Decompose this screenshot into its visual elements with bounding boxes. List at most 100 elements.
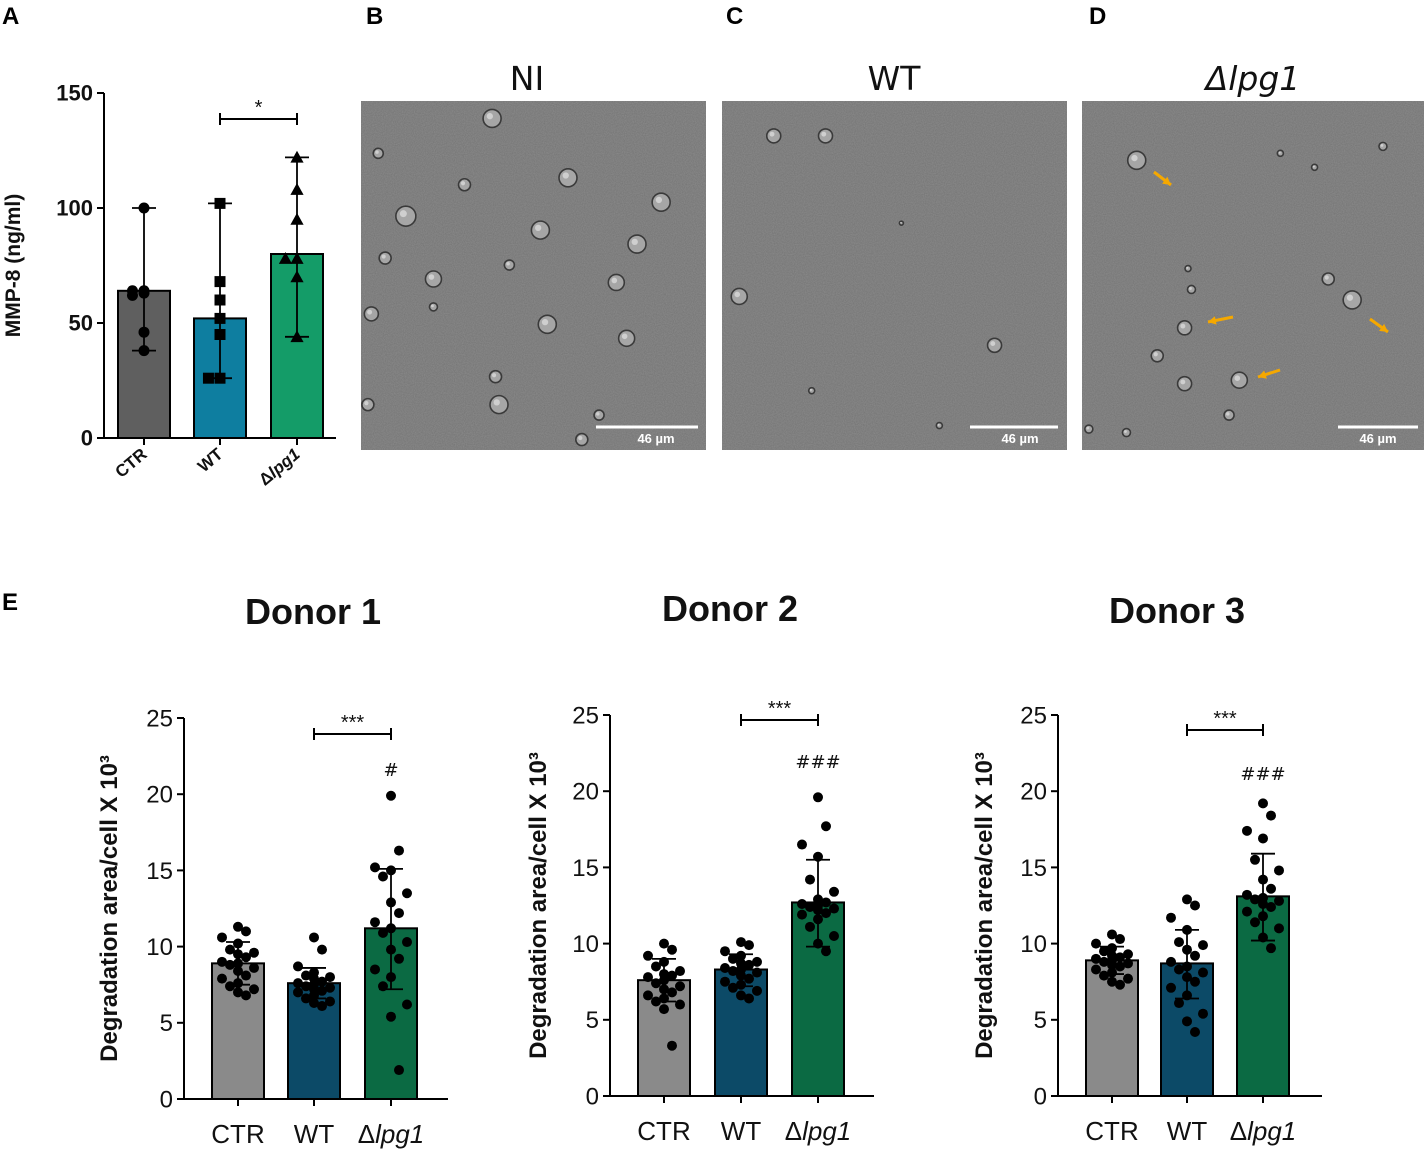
cell [1223, 409, 1235, 421]
data-point [752, 956, 762, 967]
cell-body [372, 147, 385, 160]
annotation-label: # [383, 760, 398, 781]
data-point [667, 970, 677, 981]
error-bar-3 [806, 858, 830, 948]
arrow-icon [1207, 315, 1234, 325]
data-point [1107, 929, 1117, 940]
y-tick-label: 10 [146, 934, 173, 961]
arrow-head [1162, 176, 1171, 185]
arrow-head [1258, 370, 1267, 379]
data-point [1190, 950, 1200, 961]
cell [457, 177, 472, 192]
data-point [293, 978, 303, 989]
cell-highlight [1153, 352, 1158, 357]
cell [558, 167, 578, 188]
data-point [317, 944, 327, 955]
data-point [225, 959, 235, 970]
significance-label: * [255, 97, 263, 119]
data-point [1174, 964, 1184, 975]
significance-label: *** [1213, 708, 1237, 730]
data-point [667, 987, 677, 998]
chart-donor-2: 0 5 10 15 20 25 CTR WT Δlpg1 Degradation area/cel… [525, 698, 874, 1146]
data-point [325, 996, 335, 1007]
data-point [1258, 833, 1268, 844]
cell-highlight [364, 401, 369, 406]
data-point [293, 987, 303, 998]
y-tick-label: 25 [146, 705, 173, 732]
cell-highlight [1124, 430, 1127, 433]
micrograph-title-dlpg1: Δlpg1 [1203, 59, 1301, 98]
error-bar-3 [1251, 852, 1275, 942]
cell-highlight [990, 341, 996, 346]
data-point [720, 962, 730, 973]
data-point [1182, 894, 1192, 905]
data-point [1274, 895, 1284, 906]
cell-body [607, 273, 626, 292]
cell-highlight [535, 224, 542, 232]
data-point [744, 993, 754, 1004]
x-category-label: Δlpg1 [255, 445, 303, 490]
data-point [217, 932, 227, 943]
data-point [278, 252, 293, 264]
cell [1176, 320, 1193, 336]
cell-highlight [541, 318, 549, 326]
cell-highlight [655, 196, 663, 204]
cell-body [1150, 348, 1165, 363]
cell-body [1230, 371, 1249, 390]
data-point [241, 952, 251, 963]
y-axis-label: Degradation area/cell X 10³ [96, 755, 123, 1062]
cell-highlight [1324, 275, 1329, 280]
y-tick-label: 20 [146, 782, 173, 809]
panel-letter-e: E [2, 589, 18, 616]
data-point [1123, 973, 1133, 984]
arrow-icon [1153, 170, 1172, 187]
data-point [1258, 798, 1268, 809]
cell-body [428, 302, 439, 312]
cell-body [1084, 424, 1094, 434]
cell-highlight [1086, 426, 1090, 430]
annotation-label: ### [1240, 764, 1285, 785]
data-point [378, 927, 388, 938]
y-tick-label: 20 [572, 779, 599, 806]
data-point [797, 909, 807, 920]
cell-highlight [1186, 266, 1189, 269]
y-tick-label: 15 [1020, 855, 1047, 882]
error-bar-1 [652, 957, 676, 1003]
data-point [249, 947, 259, 958]
data-point [1091, 964, 1101, 975]
cell-highlight [506, 262, 510, 266]
cell-highlight [900, 221, 902, 224]
cell [1310, 163, 1319, 172]
cell [817, 128, 834, 144]
data-point [821, 946, 831, 957]
data-point [1166, 956, 1176, 967]
data-point [736, 937, 746, 948]
data-point [370, 862, 380, 873]
cell-body [730, 287, 749, 306]
x-category-label: WT [294, 1119, 335, 1149]
data-point [659, 1004, 669, 1015]
cell [372, 147, 385, 160]
data-point [643, 990, 653, 1001]
data-point [805, 921, 815, 932]
x-category-label: Δlpg1 [785, 1116, 852, 1146]
y-tick-label: 100 [56, 196, 93, 221]
cell [593, 409, 605, 421]
y-tick-label: 20 [1020, 779, 1047, 806]
cell-highlight [1180, 323, 1186, 329]
cell-body [530, 220, 551, 240]
data-point [370, 917, 380, 928]
data-point [728, 966, 738, 977]
cell-highlight [1226, 412, 1230, 416]
data-point [797, 898, 807, 909]
y-tick-label: 5 [1034, 1007, 1047, 1034]
data-point [821, 821, 831, 832]
significance-bracket: *** [740, 698, 819, 726]
scale-bar-label-wt: 46 µm [1001, 431, 1038, 446]
cell-highlight [486, 113, 493, 120]
data-point [728, 953, 738, 964]
cell-highlight [1380, 143, 1384, 147]
cell-body [457, 177, 472, 192]
data-point [720, 946, 730, 957]
data-point [736, 990, 746, 1001]
